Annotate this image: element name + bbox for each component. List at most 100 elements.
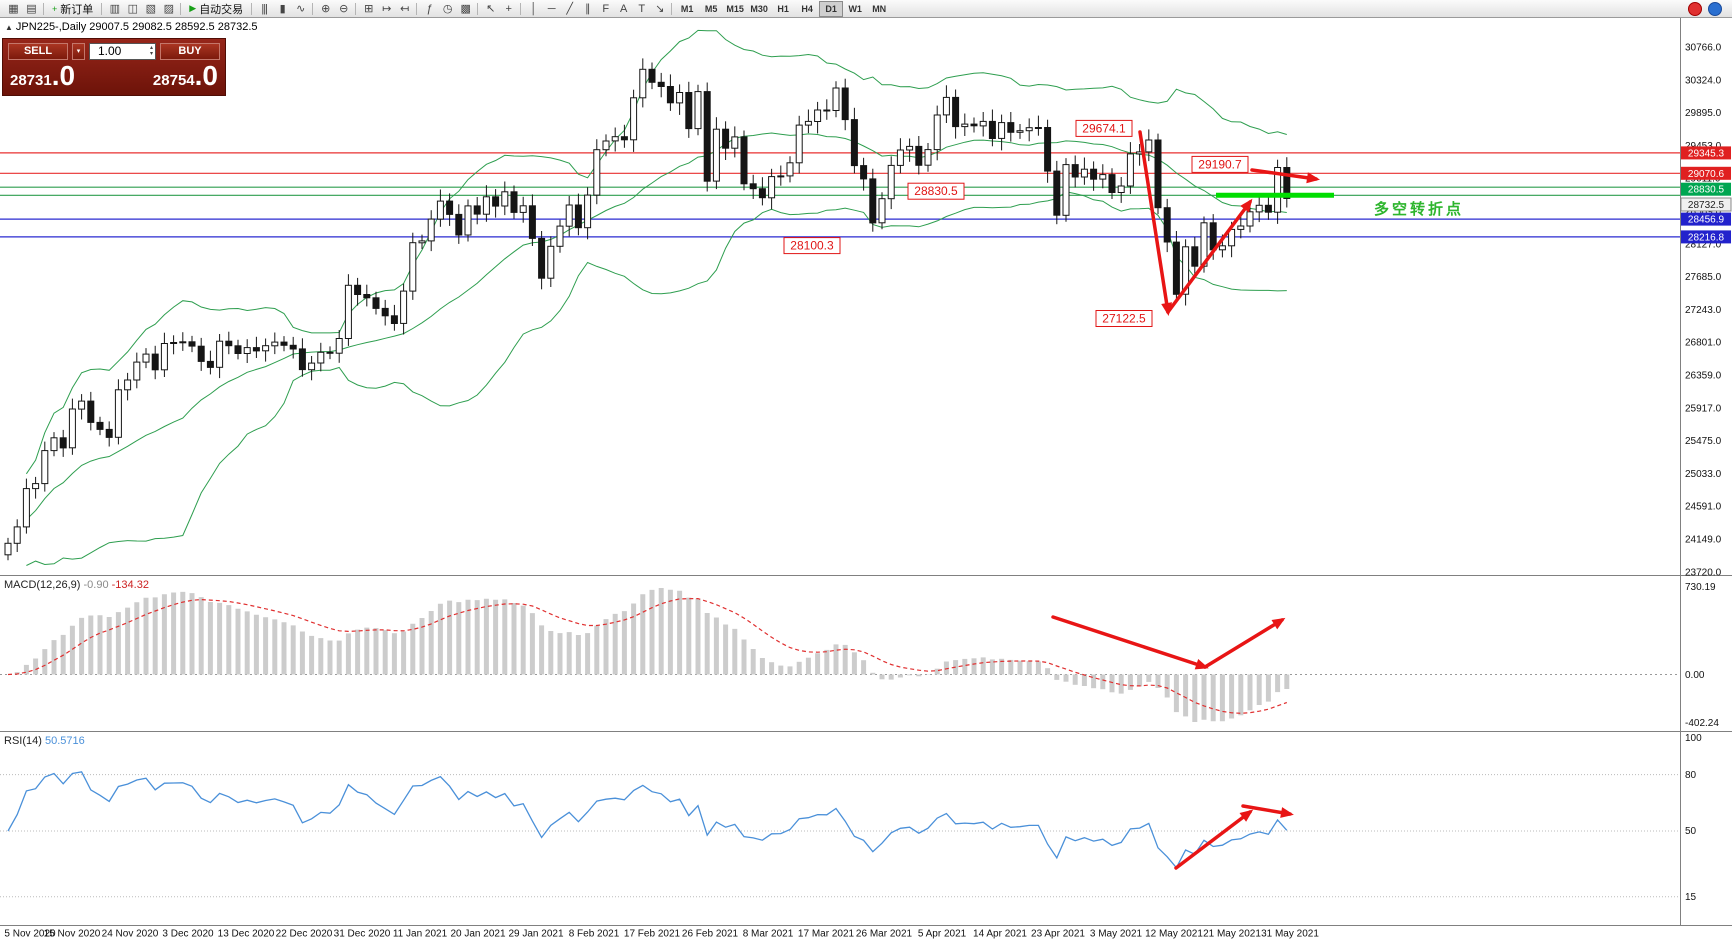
trend-arrow[interactable]: [1250, 168, 1320, 184]
svg-text:3 May 2021: 3 May 2021: [1090, 929, 1143, 940]
candlestick-icon[interactable]: ▮: [279, 3, 286, 15]
fibonacci-icon[interactable]: F: [602, 2, 609, 15]
trend-arrow[interactable]: [1174, 809, 1254, 870]
community-icon[interactable]: [1708, 1, 1722, 16]
horizontal-line-icon[interactable]: ─: [547, 2, 556, 15]
timeframe-m30-button[interactable]: M30: [750, 3, 768, 14]
zoom-in-icon[interactable]: ⊕: [321, 3, 330, 15]
svg-text:22 Dec 2020: 22 Dec 2020: [276, 929, 333, 940]
periods-icon[interactable]: ◷: [442, 3, 453, 15]
timeframe-m15-button[interactable]: M15: [726, 3, 744, 14]
arrows-icon[interactable]: ↘: [655, 3, 664, 15]
data-window-icon[interactable]: ◫: [127, 3, 138, 15]
terminal-icon[interactable]: ▨: [163, 3, 174, 15]
volume-down-icon[interactable]: ▾: [149, 51, 153, 57]
timeframe-m1-button[interactable]: M1: [680, 3, 694, 14]
annotations-layer[interactable]: 29674.1 29190.7 28830.5 28100.3 27122.5: [783, 119, 1334, 870]
order-options-caret-icon[interactable]: ▾: [72, 42, 85, 60]
templates-icon[interactable]: ▩: [460, 3, 470, 15]
buy-price-prefix: 28754: [152, 72, 195, 89]
sell-price-big: .0: [51, 60, 76, 91]
toolbar-separator: [180, 2, 182, 15]
volume-input[interactable]: 1.00 ▴ ▾: [89, 42, 156, 60]
svg-text:29895.0: 29895.0: [1685, 108, 1722, 119]
chart-profiles-icon[interactable]: ▤: [26, 3, 36, 15]
channel-icon[interactable]: ∥: [584, 3, 591, 15]
trendline-icon[interactable]: ╱: [566, 3, 573, 15]
axes-layer[interactable]: 30766.030324.029895.029453.029011.028569…: [0, 18, 1732, 940]
svg-text:28216.8: 28216.8: [1688, 232, 1725, 243]
auto-trading-button[interactable]: ▶ 自动交易: [184, 1, 248, 16]
navigator-icon[interactable]: ▧: [145, 3, 156, 15]
volume-up-icon[interactable]: ▴: [149, 45, 153, 51]
sell-price[interactable]: 28731.0: [10, 62, 75, 90]
text-icon[interactable]: A: [620, 2, 627, 15]
zoom-out-icon[interactable]: ⊖: [339, 3, 348, 15]
svg-text:100: 100: [1685, 733, 1702, 744]
svg-text:26 Feb 2021: 26 Feb 2021: [682, 929, 739, 940]
svg-text:31 May 2021: 31 May 2021: [1261, 929, 1319, 940]
sell-button[interactable]: SELL: [8, 42, 68, 60]
cursor-icon[interactable]: ↖: [486, 3, 495, 15]
chart-canvas[interactable]: 29674.1 29190.7 28830.5 28100.3 27122.5 30766…: [0, 18, 1732, 940]
price-label-box[interactable]: 28100.3: [783, 237, 841, 255]
line-chart-icon[interactable]: ∿: [296, 3, 305, 15]
svg-text:28100.3: 28100.3: [790, 239, 834, 253]
svg-text:12 May 2021: 12 May 2021: [1145, 929, 1203, 940]
auto-scroll-icon[interactable]: ↦: [382, 3, 391, 15]
svg-text:27122.5: 27122.5: [1102, 312, 1146, 326]
svg-text:28830.5: 28830.5: [914, 184, 958, 198]
timeframe-w1-button[interactable]: W1: [848, 3, 862, 14]
toolbar-separator: [671, 2, 673, 15]
svg-text:21 May 2021: 21 May 2021: [1203, 929, 1261, 940]
level-lines-layer[interactable]: [0, 152, 1680, 238]
chart-area[interactable]: 29674.1 29190.7 28830.5 28100.3 27122.5 30766…: [0, 18, 1732, 940]
text-label-icon[interactable]: T: [638, 2, 645, 15]
price-axis[interactable]: 30766.030324.029895.029453.029011.028569…: [1680, 43, 1732, 904]
toolbar-separator: [312, 2, 314, 15]
indicators-layer: [0, 588, 1680, 898]
chart-shift-icon[interactable]: ↤: [400, 3, 409, 15]
crosshair-icon[interactable]: +: [505, 2, 511, 15]
price-label-box[interactable]: 29190.7: [1191, 155, 1249, 173]
bar-chart-icon[interactable]: |||: [261, 2, 268, 15]
svg-text:3 Dec 2020: 3 Dec 2020: [162, 929, 214, 940]
new-chart-icon[interactable]: ▦: [8, 3, 18, 15]
vertical-line-icon[interactable]: │: [530, 2, 537, 15]
timeframe-mn-button[interactable]: MN: [872, 3, 887, 14]
svg-text:29345.3: 29345.3: [1688, 148, 1725, 159]
buy-button[interactable]: BUY: [160, 42, 220, 60]
macd-name: MACD(12,26,9): [4, 579, 81, 591]
tile-windows-icon[interactable]: ⊞: [364, 3, 373, 15]
news-badge-icon[interactable]: [1688, 1, 1702, 16]
svg-text:24591.0: 24591.0: [1685, 502, 1722, 513]
trend-arrow[interactable]: [1051, 615, 1209, 670]
trend-arrow[interactable]: [1241, 804, 1294, 818]
indicators-icon[interactable]: ƒ: [426, 2, 433, 15]
scale-marker: 29070.6: [1681, 166, 1731, 180]
scale-marker: 28216.8: [1681, 230, 1731, 244]
price-label-box[interactable]: 27122.5: [1095, 310, 1153, 327]
svg-text:17 Mar 2021: 17 Mar 2021: [798, 929, 855, 940]
market-watch-icon[interactable]: ▥: [109, 3, 120, 15]
svg-text:-402.24: -402.24: [1685, 718, 1719, 729]
timeframe-h1-button[interactable]: H1: [777, 3, 789, 14]
buy-price[interactable]: 28754.0: [153, 62, 218, 90]
timeframe-m5-button[interactable]: M5: [704, 3, 718, 14]
svg-text:23720.0: 23720.0: [1685, 567, 1722, 578]
chart-title-text: JPN225-,Daily 29007.5 29082.5 28592.5 28…: [15, 21, 258, 33]
svg-text:8 Mar 2021: 8 Mar 2021: [743, 929, 794, 940]
svg-text:30766.0: 30766.0: [1685, 43, 1722, 54]
svg-text:27243.0: 27243.0: [1685, 305, 1722, 316]
price-label-box[interactable]: 29674.1: [1075, 119, 1133, 137]
trend-arrow[interactable]: [1166, 198, 1253, 314]
price-label-box[interactable]: 28830.5: [907, 182, 965, 200]
timeframe-h4-button[interactable]: H4: [801, 3, 813, 14]
new-order-button[interactable]: + 新订单: [47, 1, 98, 16]
svg-text:730.19: 730.19: [1685, 582, 1716, 593]
scale-marker: 28830.5: [1681, 182, 1731, 196]
timeframe-d1-button[interactable]: D1: [819, 0, 844, 17]
svg-text:0.00: 0.00: [1685, 670, 1705, 681]
trend-arrow[interactable]: [1203, 617, 1286, 669]
